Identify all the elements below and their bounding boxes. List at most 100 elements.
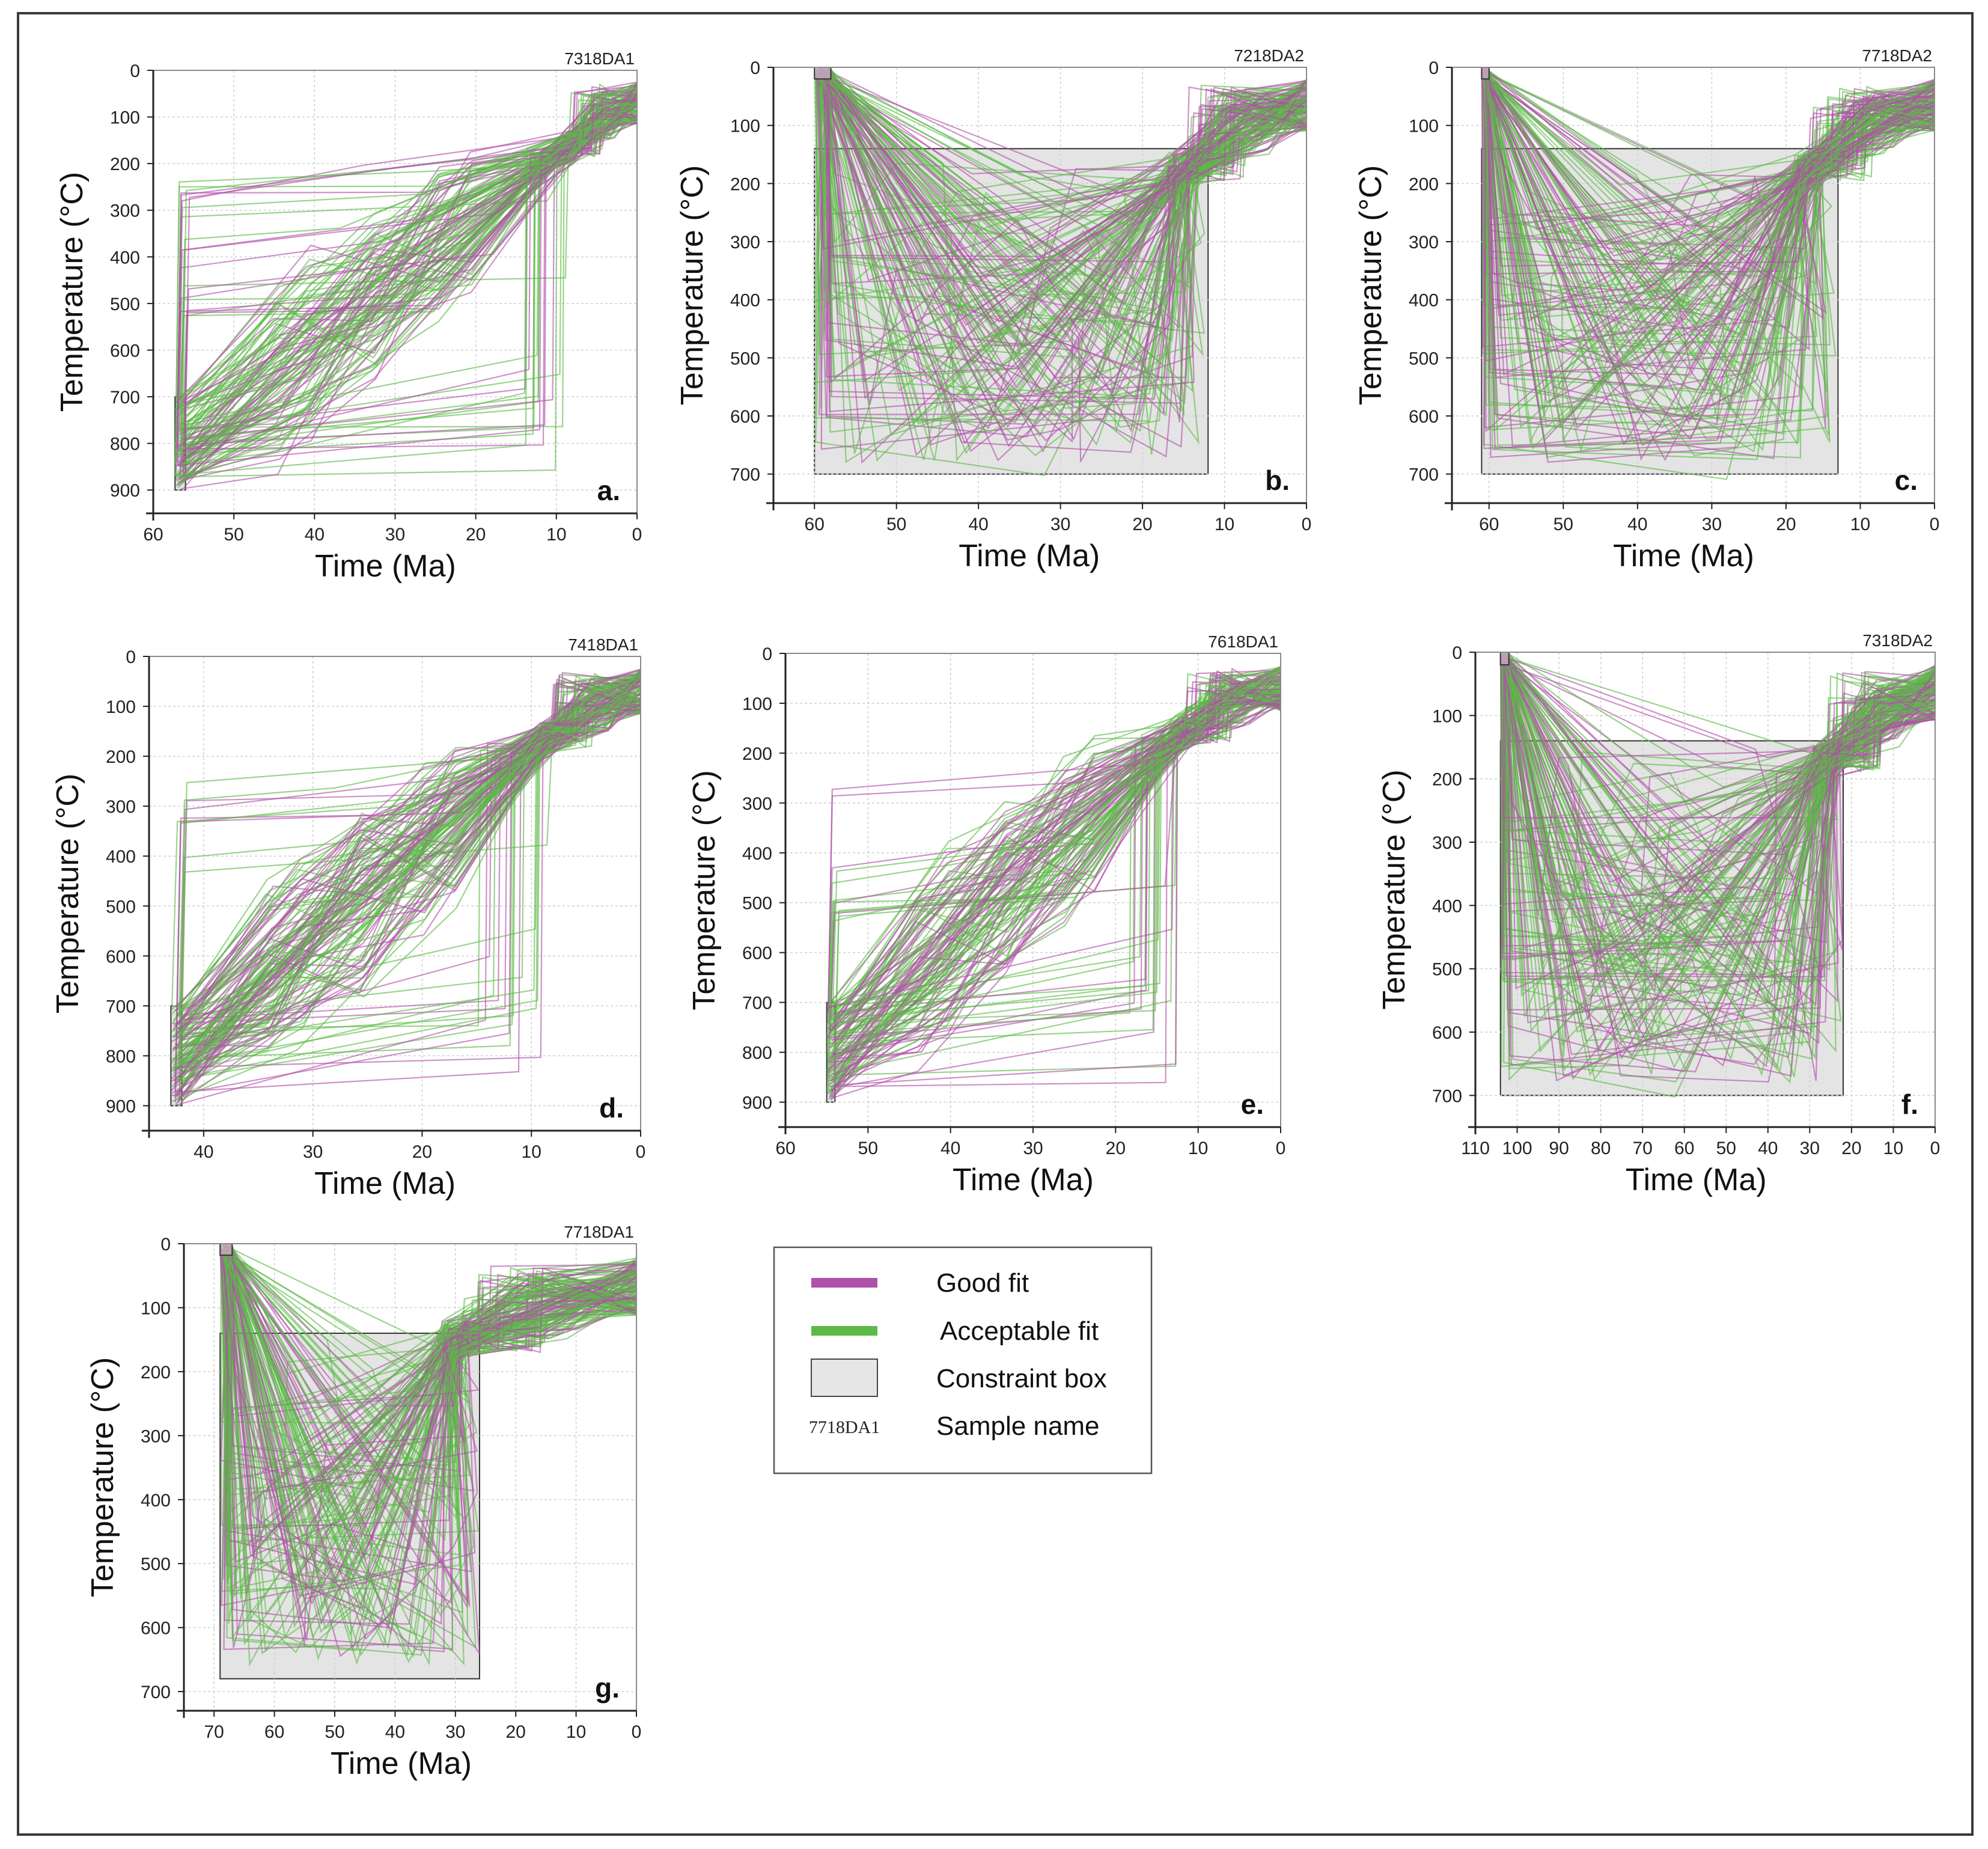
acceptable-fit-path xyxy=(178,675,641,1069)
y-tick-label: 200 xyxy=(1409,174,1439,194)
acceptable-fit-path xyxy=(225,1248,636,1667)
y-tick-label: 200 xyxy=(1432,770,1462,790)
good-fit-path xyxy=(1483,78,1935,247)
sample-name: 7418DA1 xyxy=(568,635,638,654)
y-tick-label: 800 xyxy=(106,1047,136,1066)
x-tick-label: 70 xyxy=(204,1722,224,1742)
y-tick-label: 600 xyxy=(1432,1023,1462,1043)
x-tick-label: 60 xyxy=(143,525,163,545)
start-constraint-box xyxy=(219,1243,233,1256)
legend-label: Good fit xyxy=(936,1268,1029,1298)
good-fit-path xyxy=(175,97,637,403)
acceptable-fit-path xyxy=(829,68,1307,301)
sample-name: 7718DA2 xyxy=(1862,46,1932,65)
panel-letter: d. xyxy=(599,1092,624,1123)
good-fit-path xyxy=(177,97,637,463)
sample-name: 7218DA2 xyxy=(1234,46,1304,65)
x-axis-title: Time (Ma) xyxy=(331,1746,472,1781)
x-tick-label: 40 xyxy=(385,1722,405,1742)
good-fit-path xyxy=(816,74,1307,348)
y-tick-label: 700 xyxy=(110,388,140,408)
acceptable-fit-path xyxy=(176,87,637,408)
x-tick-label: 10 xyxy=(1215,515,1234,534)
good-fit-path xyxy=(822,78,1307,423)
good-fit-path xyxy=(223,1253,636,1636)
acceptable-fit-path xyxy=(223,1247,636,1468)
good-fit-path xyxy=(175,691,641,1008)
good-fit-path xyxy=(1487,76,1935,387)
x-axis-title: Time (Ma) xyxy=(1613,539,1754,573)
good-fit-path xyxy=(1501,655,1935,1006)
acceptable-fit-path xyxy=(175,101,637,454)
tT-paths xyxy=(1499,652,1935,1098)
y-tick-label: 100 xyxy=(1432,706,1462,726)
x-tick-label: 20 xyxy=(506,1722,526,1742)
y-tick-label: 700 xyxy=(742,994,772,1013)
acceptable-fit-path xyxy=(179,689,641,1047)
panel-letter: a. xyxy=(597,475,620,506)
y-tick-label: 700 xyxy=(730,465,760,485)
start-constraint-box xyxy=(814,67,832,80)
acceptable-fit-path xyxy=(825,67,1307,409)
sample-name: 7318DA1 xyxy=(564,49,635,68)
acceptable-fit-path xyxy=(177,103,637,399)
y-tick-label: 0 xyxy=(1452,643,1462,663)
x-tick-label: 60 xyxy=(1674,1138,1694,1158)
acceptable-fit-path xyxy=(1507,662,1935,1022)
x-tick-label: 30 xyxy=(445,1722,465,1742)
acceptable-fit-path xyxy=(1483,78,1935,446)
x-tick-label: 50 xyxy=(1716,1138,1736,1158)
start-constraint-box xyxy=(1481,67,1490,80)
good-fit-path xyxy=(1501,658,1935,1052)
acceptable-fit-path xyxy=(228,1245,636,1624)
sample-name: 7718DA1 xyxy=(564,1223,634,1241)
y-tick-label: 100 xyxy=(110,108,140,128)
y-tick-label: 200 xyxy=(110,154,140,174)
y-axis-title: Temperature (°C) xyxy=(687,770,722,1010)
x-tick-label: 50 xyxy=(886,515,906,534)
acceptable-fit-swatch xyxy=(811,1326,877,1336)
good-fit-path xyxy=(825,72,1307,257)
acceptable-fit-path xyxy=(180,93,637,451)
acceptable-fit-path xyxy=(1487,72,1935,392)
acceptable-fit-path xyxy=(1486,73,1935,450)
good-fit-path xyxy=(1501,652,1935,933)
good-fit-path xyxy=(172,699,641,1050)
acceptable-fit-path xyxy=(819,76,1307,397)
y-tick-label: 400 xyxy=(730,291,760,311)
acceptable-fit-path xyxy=(829,67,1307,273)
y-tick-label: 0 xyxy=(762,644,772,664)
good-fit-path xyxy=(817,70,1307,368)
good-fit-path xyxy=(1484,75,1935,363)
acceptable-fit-path xyxy=(228,1252,636,1615)
y-tick-label: 400 xyxy=(1432,896,1462,916)
good-fit-path xyxy=(828,75,1307,412)
x-tick-label: 30 xyxy=(1023,1138,1043,1158)
x-tick-label: 0 xyxy=(1930,1138,1941,1158)
good-fit-path xyxy=(1503,653,1935,884)
y-axis-title: Temperature (°C) xyxy=(50,774,85,1013)
good-fit-path xyxy=(1483,69,1935,380)
x-tick-label: 40 xyxy=(305,525,325,545)
x-tick-label: 0 xyxy=(632,525,642,545)
x-tick-label: 110 xyxy=(1461,1138,1490,1158)
chart-panel-b: 60 50 40 30 20 10 00100200300400500600700Time … xyxy=(675,46,1311,573)
x-tick-label: 10 xyxy=(1883,1138,1903,1158)
y-axis-title: Temperature (°C) xyxy=(1377,769,1412,1009)
acceptable-fit-path xyxy=(828,681,1281,1037)
y-tick-label: 800 xyxy=(110,435,140,454)
good-fit-path xyxy=(177,692,641,1071)
chart-panel-a: 60 50 40 30 20 10 0010020030040050060070080090… xyxy=(55,49,642,584)
x-tick-label: 30 xyxy=(385,525,405,545)
y-tick-label: 100 xyxy=(141,1298,171,1318)
good-fit-path xyxy=(1482,75,1935,393)
x-tick-label: 20 xyxy=(412,1142,432,1162)
tT-paths xyxy=(219,1244,636,1667)
acceptable-fit-path xyxy=(1505,656,1935,971)
y-tick-label: 200 xyxy=(742,744,772,764)
x-tick-label: 10 xyxy=(522,1142,541,1162)
acceptable-fit-path xyxy=(178,688,641,1013)
x-tick-label: 10 xyxy=(546,525,566,545)
good-fit-path xyxy=(1507,659,1935,995)
acceptable-fit-path xyxy=(1504,655,1935,1077)
